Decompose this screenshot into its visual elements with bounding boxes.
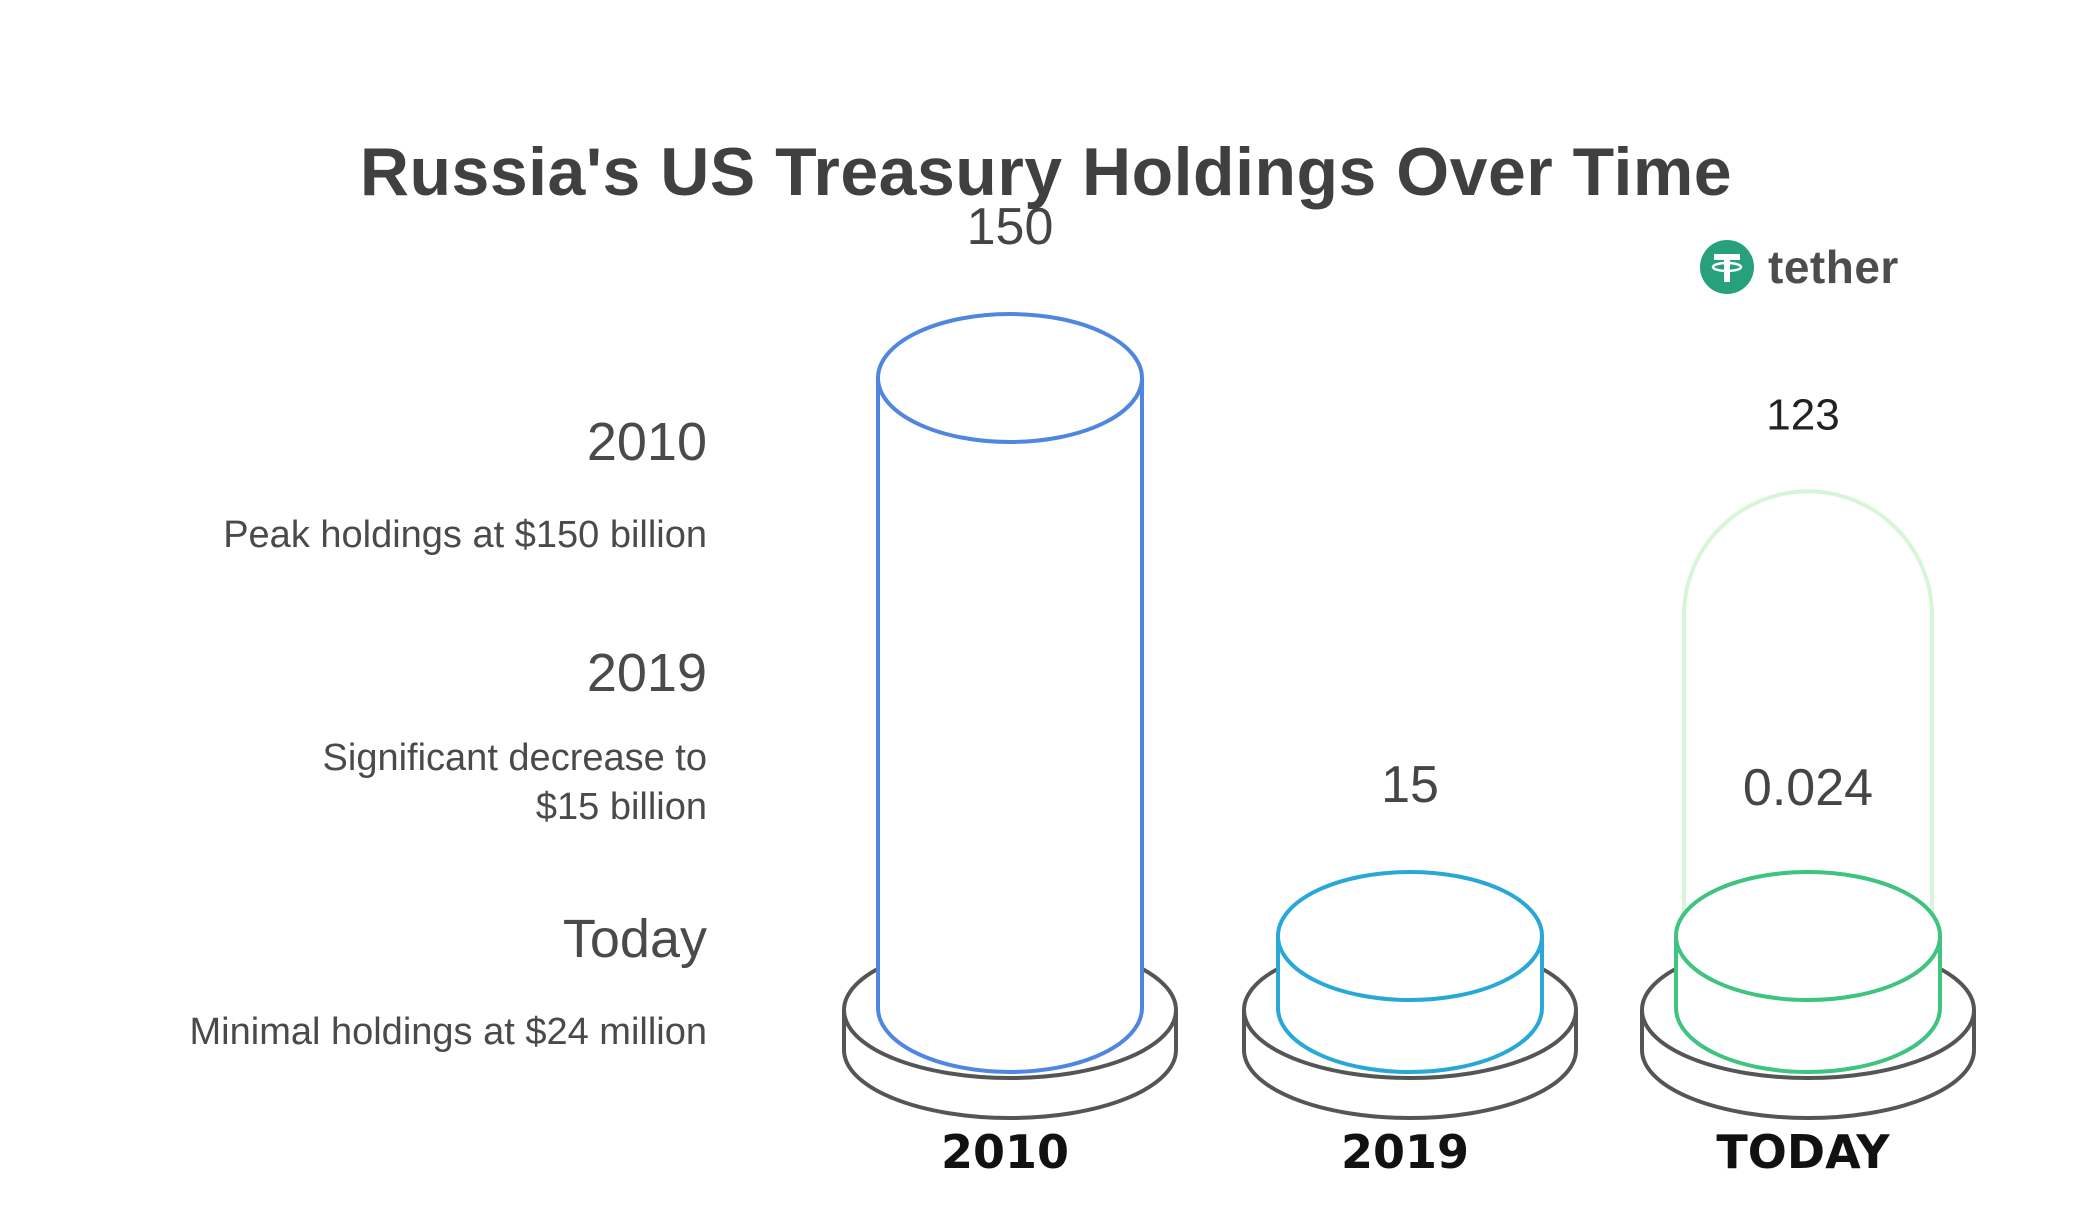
bar-2010	[876, 312, 1144, 1074]
legend-description: Peak holdings at $150 billion	[223, 514, 707, 556]
data-label-2019: 15	[1381, 756, 1439, 814]
legend-entry-2010: 2010 Peak holdings at $150 billion	[147, 415, 707, 560]
tether-logo: tether	[1700, 240, 1899, 294]
legend-description: Minimal holdings at $24 million	[189, 1011, 707, 1053]
legend-year: 2010	[586, 412, 707, 472]
ghost-capsule-today	[1682, 489, 1934, 1048]
legend-year: 2019	[586, 643, 707, 703]
legend-year: Today	[562, 909, 707, 969]
category-label-2019: 2019	[1341, 1125, 1469, 1179]
category-label-today: TODAY	[1716, 1125, 1890, 1179]
legend-entry-today: Today Minimal holdings at $24 million	[107, 912, 707, 1057]
chart-title: Russia's US Treasury Holdings Over Time	[359, 134, 1733, 210]
tether-logo-icon	[1700, 240, 1754, 294]
ghost-value-label: 123	[1766, 390, 1839, 439]
data-label-2010: 150	[967, 198, 1054, 256]
data-label-today: 0.024	[1743, 759, 1873, 817]
category-label-2010: 2010	[941, 1125, 1069, 1179]
bar-today	[1674, 870, 1942, 1074]
tether-wordmark: tether	[1768, 241, 1899, 293]
bar-2019	[1276, 870, 1544, 1074]
legend-description: Significant decrease to $15 billion	[322, 737, 707, 829]
legend-entry-2019: 2019 Significant decrease to $15 billion	[307, 646, 707, 833]
